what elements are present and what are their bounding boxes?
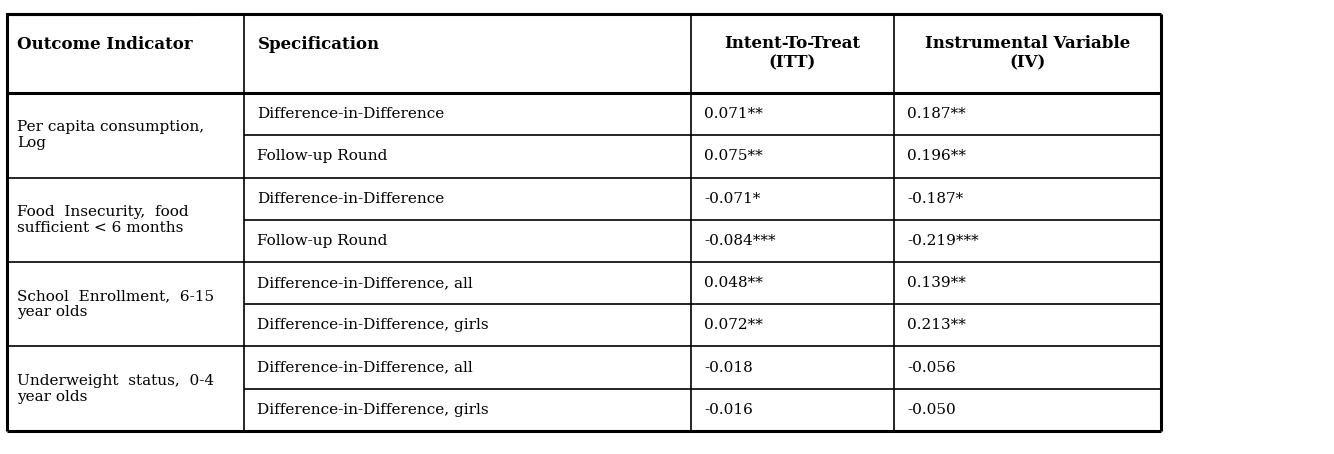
Text: -0.050: -0.050 (907, 403, 956, 417)
Text: Difference-in-Difference, girls: Difference-in-Difference, girls (257, 403, 490, 417)
Text: 0.213**: 0.213** (907, 318, 966, 332)
Text: -0.016: -0.016 (704, 403, 754, 417)
Text: -0.071*: -0.071* (704, 192, 760, 206)
Text: Food  Insecurity,  food
sufficient < 6 months: Food Insecurity, food sufficient < 6 mon… (17, 205, 189, 235)
Text: -0.187*: -0.187* (907, 192, 963, 206)
Text: -0.056: -0.056 (907, 360, 956, 375)
Text: 0.139**: 0.139** (907, 276, 966, 290)
Text: 0.187**: 0.187** (907, 107, 966, 121)
Text: 0.072**: 0.072** (704, 318, 763, 332)
Text: Underweight  status,  0-4
year olds: Underweight status, 0-4 year olds (17, 374, 215, 404)
Text: School  Enrollment,  6-15
year olds: School Enrollment, 6-15 year olds (17, 289, 215, 319)
Text: Difference-in-Difference, all: Difference-in-Difference, all (257, 360, 474, 375)
Text: -0.219***: -0.219*** (907, 234, 979, 248)
Text: Difference-in-Difference, girls: Difference-in-Difference, girls (257, 318, 490, 332)
Text: 0.075**: 0.075** (704, 149, 763, 163)
Text: 0.048**: 0.048** (704, 276, 763, 290)
Text: -0.084***: -0.084*** (704, 234, 776, 248)
Text: Follow-up Round: Follow-up Round (257, 149, 388, 163)
Text: -0.018: -0.018 (704, 360, 754, 375)
Text: Specification: Specification (257, 36, 380, 53)
Text: Instrumental Variable
(IV): Instrumental Variable (IV) (924, 35, 1130, 72)
Text: Follow-up Round: Follow-up Round (257, 234, 388, 248)
Text: Per capita consumption,
Log: Per capita consumption, Log (17, 120, 204, 150)
Text: Outcome Indicator: Outcome Indicator (17, 36, 193, 53)
Text: 0.071**: 0.071** (704, 107, 763, 121)
Text: Difference-in-Difference: Difference-in-Difference (257, 192, 444, 206)
Text: Difference-in-Difference: Difference-in-Difference (257, 107, 444, 121)
Text: Intent-To-Treat
(ITT): Intent-To-Treat (ITT) (724, 35, 860, 72)
Text: Difference-in-Difference, all: Difference-in-Difference, all (257, 276, 474, 290)
Text: 0.196**: 0.196** (907, 149, 966, 163)
